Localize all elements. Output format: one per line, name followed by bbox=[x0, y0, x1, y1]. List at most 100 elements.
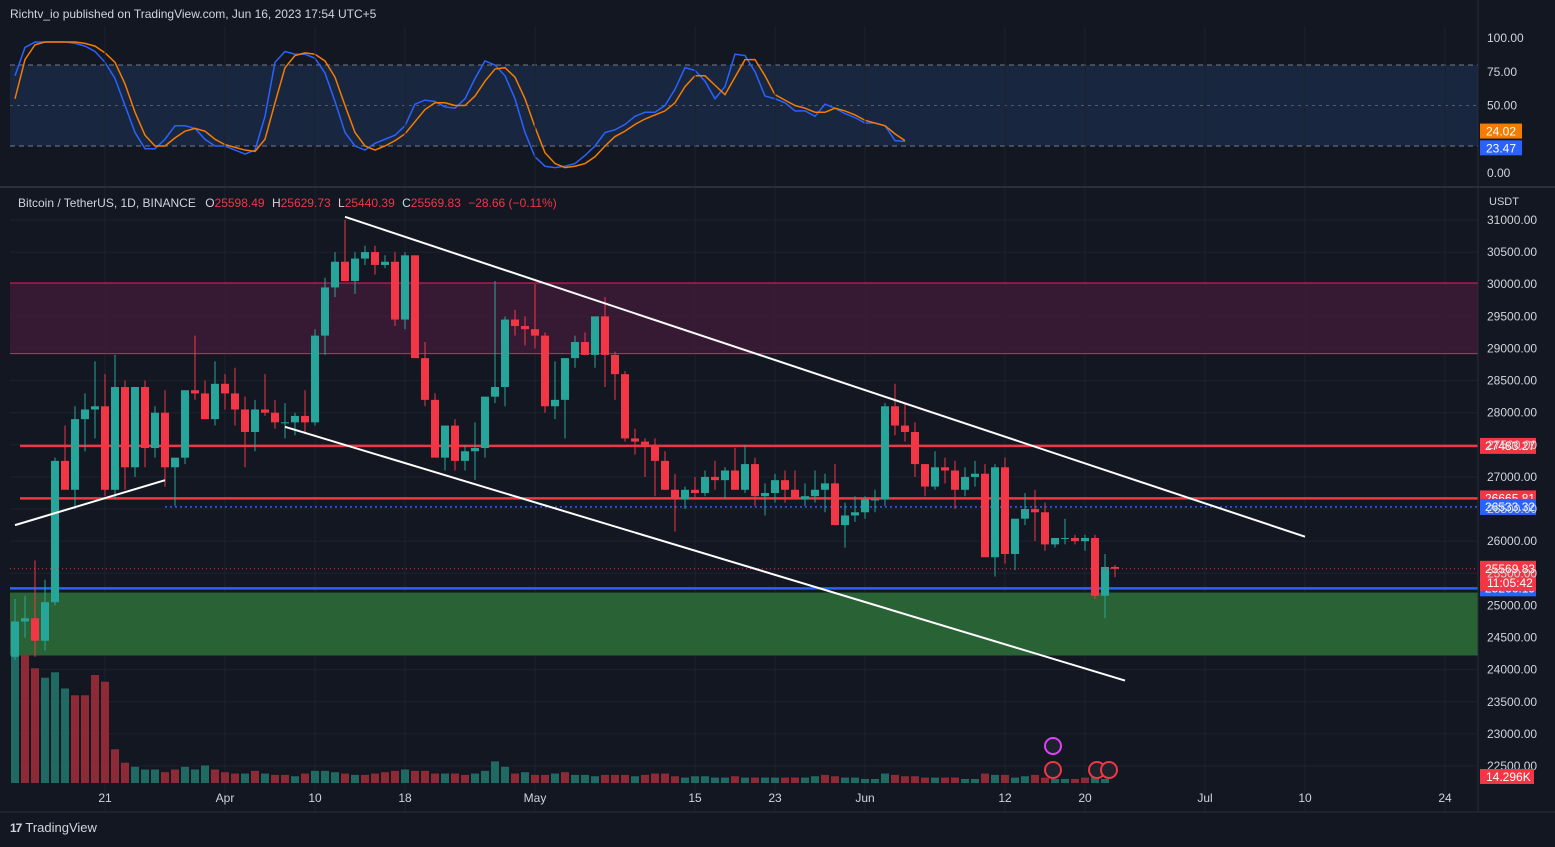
volume-bar bbox=[171, 769, 179, 783]
volume-bar bbox=[891, 774, 899, 783]
candle-body bbox=[611, 354, 619, 375]
volume-bar bbox=[771, 777, 779, 783]
volume-bar bbox=[511, 773, 519, 783]
candle-body bbox=[721, 470, 729, 481]
close-value: 25569.83 bbox=[410, 196, 461, 210]
candle-body bbox=[231, 393, 239, 410]
candle-body bbox=[931, 467, 939, 487]
volume-bar bbox=[751, 777, 759, 783]
volume-bar bbox=[1101, 778, 1109, 783]
candle-body bbox=[261, 409, 269, 413]
candle-body bbox=[761, 493, 769, 497]
volume-bar bbox=[391, 770, 399, 783]
candle-body bbox=[551, 399, 559, 407]
volume-bar bbox=[911, 776, 919, 783]
time-tick-label: Jun bbox=[855, 791, 874, 805]
volume-bar bbox=[501, 766, 509, 783]
volume-bar bbox=[371, 773, 379, 783]
price-tick-label: 26000.00 bbox=[1487, 534, 1537, 548]
volume-bar bbox=[81, 695, 89, 783]
volume-bar bbox=[791, 777, 799, 783]
candle-body bbox=[921, 464, 929, 487]
volume-bar bbox=[271, 774, 279, 783]
footer[interactable]: 17 TradingView bbox=[10, 820, 97, 835]
candle-body bbox=[671, 489, 679, 500]
candle-body bbox=[971, 473, 979, 477]
tradingview-logo-icon: 17 bbox=[10, 820, 22, 835]
price-tick-label: 30500.00 bbox=[1487, 245, 1537, 259]
volume-bar bbox=[311, 770, 319, 783]
volume-bar bbox=[761, 777, 769, 783]
volume-bar bbox=[421, 770, 429, 783]
price-tick-label: 31000.00 bbox=[1487, 213, 1537, 227]
volume-bar bbox=[111, 749, 119, 783]
high-value: 25629.73 bbox=[280, 196, 331, 210]
candle-body bbox=[581, 342, 589, 355]
volume-bar bbox=[11, 641, 19, 783]
volume-bar bbox=[631, 776, 639, 783]
candle-body bbox=[1011, 518, 1019, 555]
footer-brand: TradingView bbox=[25, 820, 97, 835]
candle-body bbox=[171, 457, 179, 468]
volume-bar bbox=[571, 774, 579, 783]
volume-bar bbox=[541, 774, 549, 783]
volume-bar bbox=[621, 774, 629, 783]
volume-bar bbox=[51, 672, 59, 783]
candle-body bbox=[631, 438, 639, 442]
price-axis: 100.00 75.00 50.00 0.00 24.02 23.47 27483.27 26… bbox=[1480, 31, 1537, 784]
volume-bar bbox=[1051, 778, 1059, 783]
volume-bar bbox=[641, 774, 649, 783]
candle-body bbox=[381, 261, 389, 265]
volume-bar bbox=[801, 777, 809, 783]
candle-body bbox=[811, 489, 819, 497]
price-tick-label: 23500.00 bbox=[1487, 695, 1537, 709]
candle-body bbox=[1081, 537, 1089, 542]
candle-body bbox=[31, 618, 39, 641]
volume-bar bbox=[481, 770, 489, 783]
volume-bar bbox=[431, 773, 439, 783]
volume-bar bbox=[61, 688, 69, 783]
symbol-legend[interactable]: Bitcoin / TetherUS, 1D, BINANCE O25598.4… bbox=[18, 196, 557, 210]
candle-body bbox=[251, 409, 259, 432]
candle-body bbox=[601, 316, 609, 355]
volume-bar bbox=[661, 773, 669, 783]
candle-body bbox=[271, 412, 279, 423]
volume-bar bbox=[351, 774, 359, 783]
candle-body bbox=[311, 335, 319, 423]
volume-bar bbox=[781, 777, 789, 783]
close-label: C bbox=[402, 196, 411, 210]
candle-body bbox=[491, 387, 499, 397]
candle-body bbox=[481, 396, 489, 449]
time-tick-label: 15 bbox=[688, 791, 702, 805]
volume-bar bbox=[1081, 777, 1089, 783]
volume-bar bbox=[301, 773, 309, 783]
price-tick-label: 28500.00 bbox=[1487, 374, 1537, 388]
price-tick-label: 30000.00 bbox=[1487, 277, 1537, 291]
candle-body bbox=[911, 431, 919, 465]
last-price-label: 25569.83 bbox=[1485, 562, 1535, 576]
time-axis: 21 Apr 10 18 May 15 23 Jun 12 20 Jul 10 24 bbox=[98, 791, 1452, 805]
volume-bar bbox=[901, 776, 909, 783]
candle-body bbox=[711, 476, 719, 481]
volume-bar bbox=[681, 777, 689, 783]
stoch-tick-label: 100.00 bbox=[1487, 31, 1524, 45]
price-tick-label: 25500.00 bbox=[1487, 566, 1537, 580]
price-pane bbox=[10, 26, 1478, 812]
volume-bar bbox=[291, 776, 299, 783]
resistance-line-27483-badge bbox=[1480, 437, 1536, 454]
publisher-header: Richtv_io published on TradingView.com, … bbox=[10, 7, 377, 21]
volume-bar bbox=[991, 774, 999, 783]
candle-body bbox=[511, 319, 519, 326]
volume-bar bbox=[471, 773, 479, 783]
candle-body bbox=[341, 261, 349, 282]
volume-bar bbox=[531, 774, 539, 783]
volume-bar bbox=[821, 774, 829, 783]
volume-bar bbox=[321, 770, 329, 783]
support-dotted-26533-badge bbox=[1480, 498, 1536, 515]
candle-body bbox=[871, 499, 879, 501]
volume-bar bbox=[461, 774, 469, 783]
stoch-last-label: 24.02 bbox=[1486, 125, 1516, 139]
volume-bar bbox=[941, 777, 949, 783]
candle-body bbox=[641, 441, 649, 445]
